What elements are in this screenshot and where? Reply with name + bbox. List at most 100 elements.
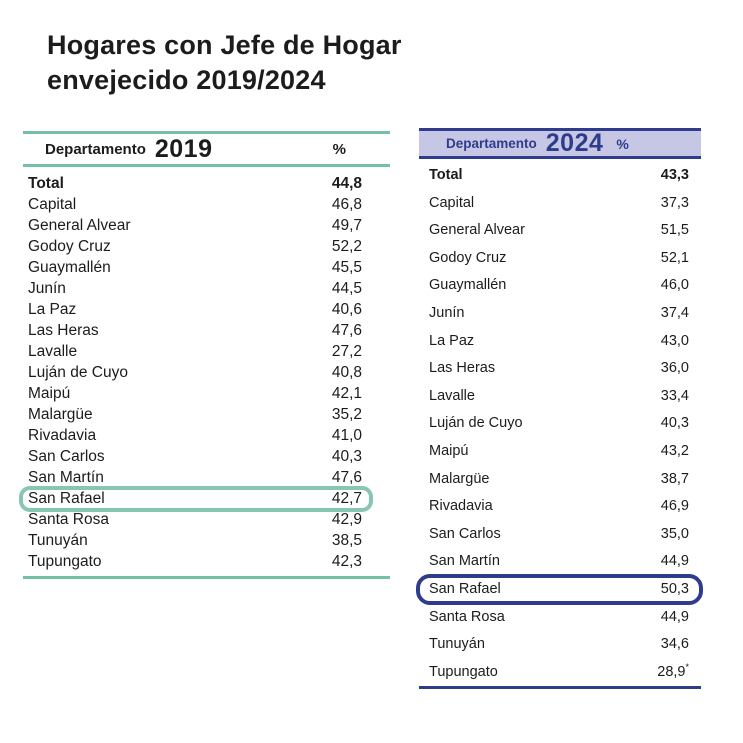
table-row: Santa Rosa 42,9 xyxy=(23,509,390,530)
percent-value: 28,9 xyxy=(657,663,686,680)
department-name: Luján de Cuyo xyxy=(429,415,523,432)
department-name: San Rafael xyxy=(429,580,501,597)
table-row: Rivadavia 46,9 xyxy=(419,493,701,521)
department-name: General Alvear xyxy=(429,222,525,239)
percent-value: 52,2 xyxy=(331,238,362,255)
percent-value: 33,4 xyxy=(660,387,689,404)
department-name: Junín xyxy=(429,304,465,321)
table-row: Capital 37,3 xyxy=(419,190,701,218)
percent-cell: 40,3 xyxy=(661,410,689,438)
percent-value: 40,3 xyxy=(331,448,362,465)
percent-cell: 38,5 xyxy=(332,530,362,551)
table-row: Tupungato 28,9* xyxy=(419,659,701,687)
percent-value: 36,0 xyxy=(660,360,689,377)
percent-cell: 40,6 xyxy=(332,299,362,320)
table-2024: Departamento 2024 % Total 43,3 Capital 3… xyxy=(416,128,703,690)
percent-cell: 37,4 xyxy=(661,300,689,328)
department-name: Guaymallén xyxy=(429,277,507,294)
department-name: Luján de Cuyo xyxy=(28,364,128,381)
percent-cell: 43,0 xyxy=(661,328,689,356)
percent-cell: 35,2 xyxy=(332,404,362,425)
percent-value: 49,7 xyxy=(331,217,362,234)
table-row: Capital 46,8 xyxy=(23,194,390,215)
percent-cell: 51,5 xyxy=(661,217,689,245)
table-row: Godoy Cruz 52,2 xyxy=(23,236,390,257)
percent-cell: 46,9 xyxy=(661,493,689,521)
department-name: Santa Rosa xyxy=(28,511,109,528)
percent-cell: 44,9 xyxy=(661,548,689,576)
table-2019: Departamento 2019 % Total 44,8 Capital 4… xyxy=(19,131,390,579)
department-name: Godoy Cruz xyxy=(28,238,111,255)
percent-cell: 47,6 xyxy=(332,467,362,488)
table-2019-rows: Total 44,8 Capital 46,8 General Alvear 4… xyxy=(23,173,390,572)
table-row: Godoy Cruz 52,1 xyxy=(419,245,701,273)
percent-cell: 46,0 xyxy=(661,272,689,300)
percent-cell: 52,1 xyxy=(661,245,689,273)
percent-cell: 44,9 xyxy=(661,604,689,632)
percent-value: 44,8 xyxy=(331,175,362,192)
table-row: Junín 37,4 xyxy=(419,300,701,328)
header-departamento-2019: Departamento xyxy=(45,140,146,158)
percent-value: 51,5 xyxy=(660,222,689,239)
table-row: Tunuyán 34,6 xyxy=(419,631,701,659)
percent-value: 40,6 xyxy=(331,301,362,318)
table-row: San Rafael 50,3 xyxy=(419,576,701,604)
department-name: La Paz xyxy=(28,301,77,318)
table-2019-header: Departamento 2019 % xyxy=(23,134,390,164)
percent-value: 35,2 xyxy=(331,406,362,423)
percent-value: 47,6 xyxy=(331,469,362,486)
table-row: San Carlos 35,0 xyxy=(419,521,701,549)
department-name: La Paz xyxy=(429,332,475,349)
department-name: Tunuyán xyxy=(429,636,485,653)
department-name: Maipú xyxy=(429,442,469,459)
table-row: Lavalle 27,2 xyxy=(23,341,390,362)
department-name: General Alvear xyxy=(28,217,131,234)
percent-value: 43,3 xyxy=(660,167,689,183)
department-name: Tunuyán xyxy=(28,532,88,549)
percent-cell: 41,0 xyxy=(332,425,362,446)
department-name: Total xyxy=(429,167,463,183)
percent-cell: 35,0 xyxy=(661,521,689,549)
table-row: Santa Rosa 44,9 xyxy=(419,604,701,632)
percent-value: 27,2 xyxy=(331,343,362,360)
department-name: San Carlos xyxy=(28,448,105,465)
department-name: Rivadavia xyxy=(28,427,97,444)
divider-bottom-2019 xyxy=(23,576,390,579)
department-name: San Rafael xyxy=(28,490,105,507)
percent-cell: 34,6 xyxy=(661,631,689,659)
divider-bottom-2024 xyxy=(419,686,701,690)
table-row: San Martín 44,9 xyxy=(419,548,701,576)
table-row: Malargüe 38,7 xyxy=(419,466,701,494)
table-2024-header: Departamento 2024 % xyxy=(419,128,701,159)
percent-value: 43,2 xyxy=(660,442,689,459)
table-row: Maipú 43,2 xyxy=(419,438,701,466)
percent-cell: 46,8 xyxy=(332,194,362,215)
footnote-asterisk: * xyxy=(685,661,689,672)
percent-value: 44,9 xyxy=(660,553,689,570)
percent-value: 52,1 xyxy=(660,249,689,266)
percent-cell: 43,3 xyxy=(661,162,689,190)
department-name: Maipú xyxy=(28,385,71,402)
department-name: Total xyxy=(28,175,64,192)
department-name: San Martín xyxy=(28,469,104,486)
percent-cell: 47,6 xyxy=(332,320,362,341)
table-row: Guaymallén 46,0 xyxy=(419,272,701,300)
header-percent-2024: % xyxy=(616,135,629,152)
header-percent-2019: % xyxy=(332,140,346,158)
department-name: Junín xyxy=(28,280,66,297)
percent-cell: 28,9* xyxy=(657,659,689,687)
percent-value: 45,5 xyxy=(331,259,362,276)
percent-value: 46,8 xyxy=(331,196,362,213)
table-row: Guaymallén 45,5 xyxy=(23,257,390,278)
percent-cell: 36,0 xyxy=(661,355,689,383)
percent-value: 42,3 xyxy=(331,553,362,570)
department-name: Rivadavia xyxy=(429,498,493,515)
department-name: Lavalle xyxy=(429,387,475,404)
percent-value: 42,9 xyxy=(331,511,362,528)
percent-cell: 43,2 xyxy=(661,438,689,466)
department-name: Las Heras xyxy=(429,360,496,377)
department-name: Guaymallén xyxy=(28,259,111,276)
percent-cell: 42,1 xyxy=(332,383,362,404)
percent-value: 34,6 xyxy=(660,636,689,653)
percent-value: 42,7 xyxy=(331,490,362,507)
